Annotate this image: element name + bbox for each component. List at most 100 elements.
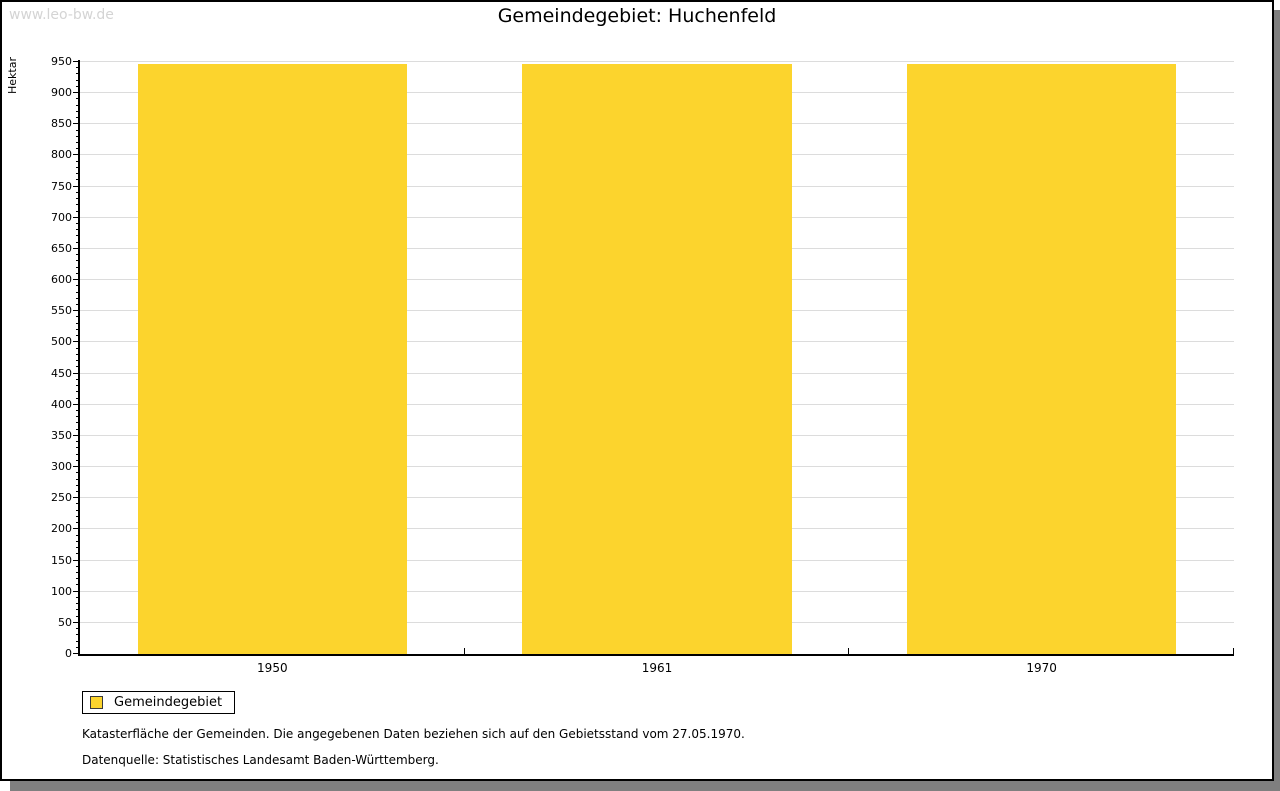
y-tick-minor bbox=[76, 273, 80, 274]
y-tick-minor bbox=[76, 553, 80, 554]
y-tick-label: 150 bbox=[51, 554, 72, 567]
y-tick-major bbox=[73, 310, 80, 311]
y-tick-minor bbox=[76, 578, 80, 579]
y-tick-minor bbox=[76, 609, 80, 610]
y-tick-minor bbox=[76, 360, 80, 361]
y-tick-major bbox=[73, 653, 80, 654]
y-tick-minor bbox=[76, 260, 80, 261]
y-tick-minor bbox=[76, 441, 80, 442]
y-tick-minor bbox=[76, 298, 80, 299]
y-tick-minor bbox=[76, 472, 80, 473]
y-tick-major bbox=[73, 528, 80, 529]
y-tick-minor bbox=[76, 161, 80, 162]
y-tick-minor bbox=[76, 229, 80, 230]
y-tick-minor bbox=[76, 385, 80, 386]
y-tick-minor bbox=[76, 204, 80, 205]
y-tick-minor bbox=[76, 148, 80, 149]
y-tick-minor bbox=[76, 454, 80, 455]
y-tick-label: 650 bbox=[51, 242, 72, 255]
y-tick-minor bbox=[76, 566, 80, 567]
y-tick-minor bbox=[76, 485, 80, 486]
plot-area: 0 50 100 150 200 250 300 350 400 450 500 550 600 650 7… bbox=[51, 56, 1234, 675]
y-axis-title: Hektar bbox=[6, 57, 19, 94]
y-tick-minor bbox=[76, 522, 80, 523]
y-tick-minor bbox=[76, 323, 80, 324]
x-boundary-tick bbox=[464, 648, 465, 654]
y-tick-minor bbox=[76, 173, 80, 174]
y-tick-minor bbox=[76, 130, 80, 131]
y-tick-minor bbox=[76, 285, 80, 286]
y-tick-label: 850 bbox=[51, 117, 72, 130]
y-tick-minor bbox=[76, 366, 80, 367]
y-tick-label: 750 bbox=[51, 180, 72, 193]
y-tick-minor bbox=[76, 516, 80, 517]
y-tick-label: 450 bbox=[51, 367, 72, 380]
y-tick-minor bbox=[76, 242, 80, 243]
y-tick-minor bbox=[76, 503, 80, 504]
y-tick-major bbox=[73, 497, 80, 498]
y-tick-major bbox=[73, 186, 80, 187]
y-tick-minor bbox=[76, 67, 80, 68]
legend-swatch bbox=[90, 696, 103, 709]
y-tick-major bbox=[73, 591, 80, 592]
y-tick-minor bbox=[76, 167, 80, 168]
y-tick-minor bbox=[76, 354, 80, 355]
y-tick-label: 600 bbox=[51, 273, 72, 286]
y-tick-label: 300 bbox=[51, 460, 72, 473]
y-tick-label: 800 bbox=[51, 148, 72, 161]
y-tick-minor bbox=[76, 447, 80, 448]
bar-1961 bbox=[522, 64, 792, 654]
y-tick-major bbox=[73, 279, 80, 280]
y-tick-minor bbox=[76, 348, 80, 349]
y-tick-minor bbox=[76, 98, 80, 99]
y-tick-label: 500 bbox=[51, 335, 72, 348]
y-tick-label: 400 bbox=[51, 398, 72, 411]
y-tick-minor bbox=[76, 192, 80, 193]
y-tick-label: 900 bbox=[51, 86, 72, 99]
footnote-line-1: Katasterfläche der Gemeinden. Die angege… bbox=[82, 727, 745, 741]
chart-title: Gemeindegebiet: Huchenfeld bbox=[497, 5, 777, 27]
y-tick-minor bbox=[76, 73, 80, 74]
y-tick-major bbox=[73, 217, 80, 218]
y-tick-minor bbox=[76, 572, 80, 573]
y-tick-minor bbox=[76, 136, 80, 137]
y-tick-minor bbox=[76, 254, 80, 255]
y-tick-major bbox=[73, 466, 80, 467]
y-tick-minor bbox=[76, 304, 80, 305]
y-tick-minor bbox=[76, 535, 80, 536]
y-tick-minor bbox=[76, 584, 80, 585]
y-tick-major bbox=[73, 560, 80, 561]
bar-1970 bbox=[907, 64, 1177, 654]
y-tick-minor bbox=[76, 616, 80, 617]
y-tick-minor bbox=[76, 335, 80, 336]
y-tick-minor bbox=[76, 316, 80, 317]
y-tick-label: 100 bbox=[51, 585, 72, 598]
y-tick-major bbox=[73, 341, 80, 342]
y-tick-minor bbox=[76, 541, 80, 542]
y-tick-major bbox=[73, 622, 80, 623]
y-tick-label: 700 bbox=[51, 211, 72, 224]
x-boundary-tick bbox=[1233, 648, 1234, 654]
y-tick-minor bbox=[76, 267, 80, 268]
y-tick-minor bbox=[76, 235, 80, 236]
x-category-label: 1950 bbox=[257, 661, 288, 675]
x-boundary-tick bbox=[848, 648, 849, 654]
legend: Gemeindegebiet bbox=[82, 691, 236, 714]
y-tick-minor bbox=[76, 479, 80, 480]
y-tick-minor bbox=[76, 223, 80, 224]
y-gridline bbox=[80, 61, 1234, 62]
y-tick-minor bbox=[76, 641, 80, 642]
y-tick-major bbox=[73, 248, 80, 249]
y-tick-label: 0 bbox=[65, 647, 72, 660]
y-tick-minor bbox=[76, 491, 80, 492]
y-tick-minor bbox=[76, 179, 80, 180]
y-tick-minor bbox=[76, 510, 80, 511]
y-tick-major bbox=[73, 373, 80, 374]
y-tick-minor bbox=[76, 597, 80, 598]
y-tick-major bbox=[73, 154, 80, 155]
y-tick-minor bbox=[76, 422, 80, 423]
y-tick-minor bbox=[76, 429, 80, 430]
y-tick-minor bbox=[76, 142, 80, 143]
y-tick-minor bbox=[76, 460, 80, 461]
